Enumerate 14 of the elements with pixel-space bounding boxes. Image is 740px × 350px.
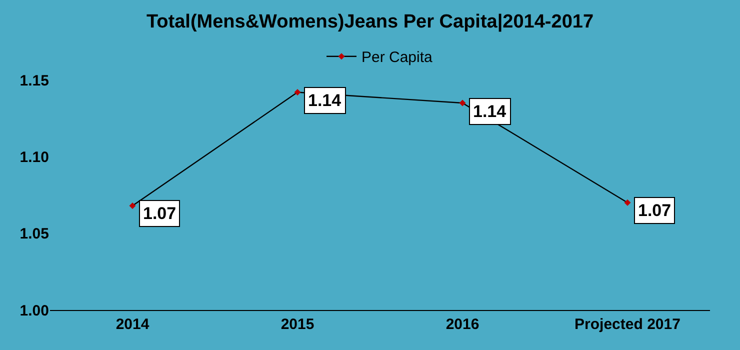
y-tick-label: 1.00 [20, 302, 49, 320]
data-label: 1.14 [473, 102, 507, 121]
legend-label: Per Capita [362, 49, 434, 66]
y-tick-label: 1.15 [20, 72, 49, 90]
x-tick-label: 2015 [280, 316, 314, 333]
chart-title: Total(Mens&Womens)Jeans Per Capita|2014-2017 [146, 11, 594, 32]
x-tick-label: Projected 2017 [574, 316, 680, 333]
data-label: 1.14 [308, 91, 342, 110]
data-label: 1.07 [638, 201, 672, 220]
x-tick-label: 2016 [446, 316, 480, 333]
data-label: 1.07 [143, 204, 176, 223]
x-tick-label: 2014 [116, 316, 150, 333]
y-tick-label: 1.05 [20, 226, 49, 243]
y-tick-label: 1.10 [20, 148, 49, 166]
